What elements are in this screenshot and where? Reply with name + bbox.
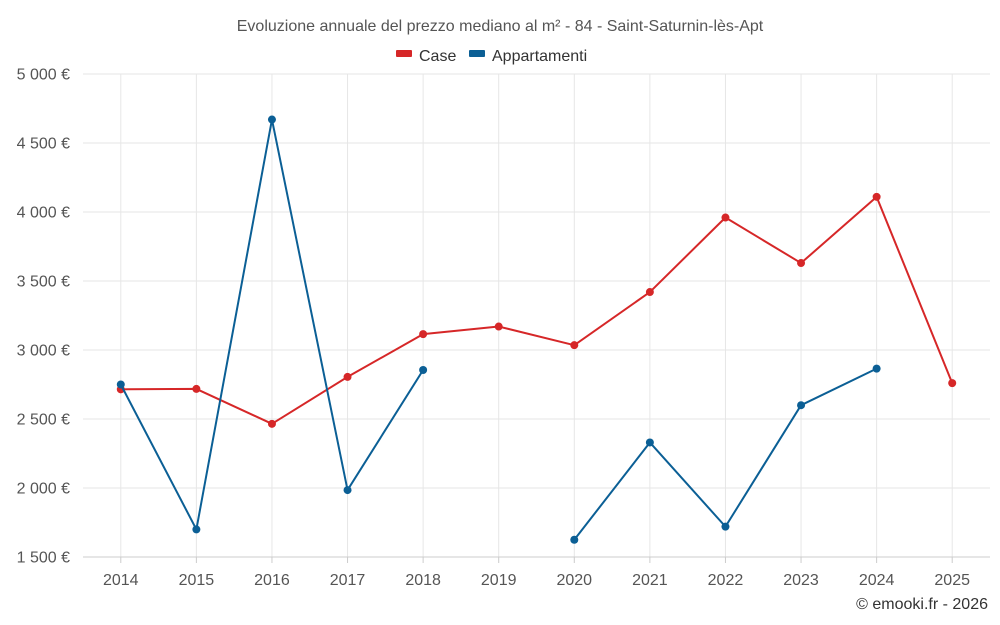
x-tick-label: 2014 bbox=[103, 572, 139, 589]
data-point-appartamenti[interactable] bbox=[192, 525, 201, 534]
x-tick-label: 2023 bbox=[783, 572, 819, 589]
data-point-case[interactable] bbox=[570, 341, 579, 350]
data-point-case[interactable] bbox=[419, 330, 428, 339]
series-appartamenti bbox=[116, 115, 881, 544]
credit-text: © emooki.fr - 2026 bbox=[856, 596, 988, 613]
data-point-appartamenti[interactable] bbox=[343, 486, 352, 495]
series-line-case bbox=[120, 195, 954, 425]
data-point-case[interactable] bbox=[872, 192, 881, 201]
y-tick-label: 3 500 € bbox=[17, 274, 70, 291]
data-point-appartamenti[interactable] bbox=[872, 364, 881, 373]
y-tick-label: 5 000 € bbox=[17, 67, 70, 84]
legend-label-case: Case bbox=[419, 48, 456, 65]
y-tick-label: 3 000 € bbox=[17, 343, 70, 360]
legend-swatch-case bbox=[396, 50, 412, 57]
data-point-case[interactable] bbox=[797, 259, 806, 268]
grid bbox=[83, 73, 990, 558]
x-tick-label: 2024 bbox=[859, 572, 895, 589]
data-point-appartamenti[interactable] bbox=[797, 401, 806, 410]
data-point-case[interactable] bbox=[343, 372, 352, 381]
y-tick-label: 2 500 € bbox=[17, 412, 70, 429]
x-tick-label: 2021 bbox=[632, 572, 668, 589]
legend-label-appartamenti: Appartamenti bbox=[492, 48, 587, 65]
data-point-case[interactable] bbox=[721, 213, 730, 222]
x-axis: 2014 2015 2016 2017 2018 2019 2020 2021 2022 2023… bbox=[83, 556, 990, 589]
data-point-case[interactable] bbox=[494, 322, 503, 331]
y-tick-label: 4 000 € bbox=[17, 205, 70, 222]
x-tick-label: 2018 bbox=[405, 572, 441, 589]
data-point-appartamenti[interactable] bbox=[419, 366, 428, 375]
data-point-appartamenti[interactable] bbox=[645, 438, 654, 447]
data-point-case[interactable] bbox=[267, 419, 276, 428]
legend[interactable]: Case Appartamenti bbox=[396, 48, 587, 65]
legend-item-appartamenti[interactable]: Appartamenti bbox=[469, 48, 587, 65]
legend-swatch-appartamenti bbox=[469, 50, 485, 57]
x-tick-label: 2022 bbox=[708, 572, 744, 589]
data-point-appartamenti[interactable] bbox=[721, 522, 730, 531]
y-tick-label: 4 500 € bbox=[17, 136, 70, 153]
series-layer bbox=[116, 115, 957, 544]
x-tick-label: 2017 bbox=[330, 572, 366, 589]
series-case bbox=[116, 192, 957, 428]
x-tick-label: 2015 bbox=[179, 572, 215, 589]
data-point-case[interactable] bbox=[192, 384, 201, 393]
data-point-appartamenti[interactable] bbox=[570, 535, 579, 544]
x-tick-label: 2025 bbox=[934, 572, 970, 589]
x-tick-label: 2020 bbox=[556, 572, 592, 589]
x-tick-label: 2016 bbox=[254, 572, 290, 589]
legend-item-case[interactable]: Case bbox=[396, 48, 456, 65]
data-point-case[interactable] bbox=[645, 288, 654, 297]
data-point-appartamenti[interactable] bbox=[267, 115, 276, 124]
y-tick-label: 2 000 € bbox=[17, 481, 70, 498]
y-tick-label: 1 500 € bbox=[17, 550, 70, 567]
x-tick-label: 2019 bbox=[481, 572, 517, 589]
data-point-case[interactable] bbox=[948, 379, 957, 388]
chart-title: Evoluzione annuale del prezzo mediano al… bbox=[237, 18, 764, 35]
data-point-appartamenti[interactable] bbox=[116, 380, 125, 389]
y-axis: 1 500 € 2 000 € 2 500 € 3 000 € 3 500 € 4 000… bbox=[17, 67, 70, 567]
